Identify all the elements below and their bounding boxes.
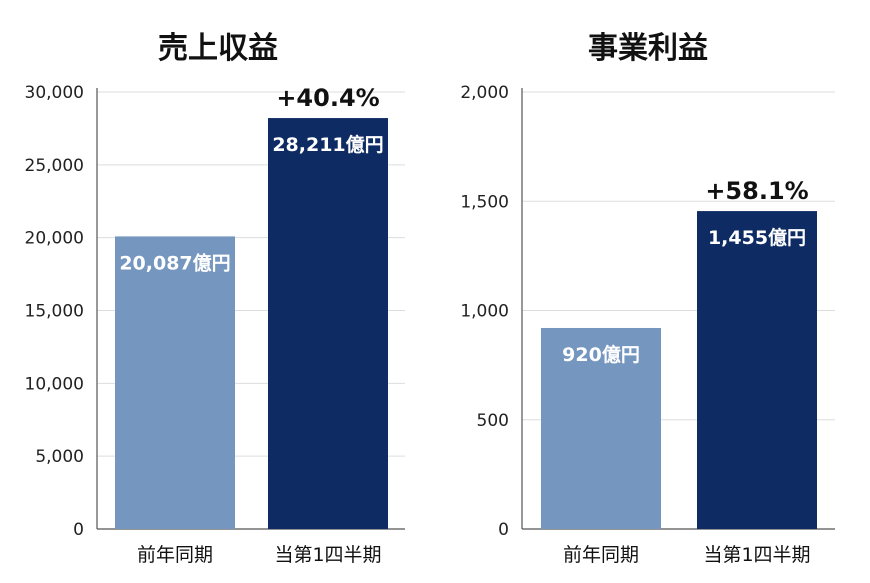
chart-2-ytick-label: 1,500 — [460, 192, 509, 212]
chart-2-ytick-label: 0 — [498, 520, 509, 540]
chart-2-change-label: +58.1% — [705, 177, 808, 205]
chart-2-title: 事業利益 — [588, 31, 708, 66]
chart-2-ytick-label: 2,000 — [460, 83, 509, 103]
chart-2-ytick-label: 1,000 — [460, 302, 509, 322]
chart-1-title: 売上収益 — [158, 31, 278, 66]
chart-2-bar-previous — [541, 327, 661, 529]
chart-1-data-label: 28,211億円 — [272, 133, 383, 156]
chart-1-ytick-label: 30,000 — [25, 83, 84, 103]
chart-2-data-label: 920億円 — [562, 343, 640, 366]
chart-1-bar-previous — [115, 236, 235, 530]
chart-2-ytick-label: 500 — [477, 411, 509, 431]
chart-1-ytick-label: 0 — [73, 520, 84, 540]
chart-1-bar-current — [268, 118, 388, 530]
chart-1-ytick-label: 20,000 — [25, 229, 84, 249]
chart-2-category-label: 前年同期 — [563, 544, 639, 566]
chart-2-data-label: 1,455億円 — [708, 226, 806, 249]
chart-1-ytick-label: 5,000 — [35, 447, 84, 467]
chart-1-ytick-label: 15,000 — [25, 302, 84, 322]
chart-2-category-label: 当第1四半期 — [703, 544, 810, 566]
chart-1-category-label: 当第1四半期 — [274, 544, 381, 566]
chart-1-ytick-label: 10,000 — [25, 374, 84, 394]
chart-1-ytick-label: 25,000 — [25, 156, 84, 176]
chart-2-bar-current — [697, 211, 817, 529]
chart-1-change-label: +40.4% — [276, 84, 379, 112]
chart-1-category-label: 前年同期 — [137, 544, 213, 566]
chart-1-data-label: 20,087億円 — [119, 251, 230, 274]
